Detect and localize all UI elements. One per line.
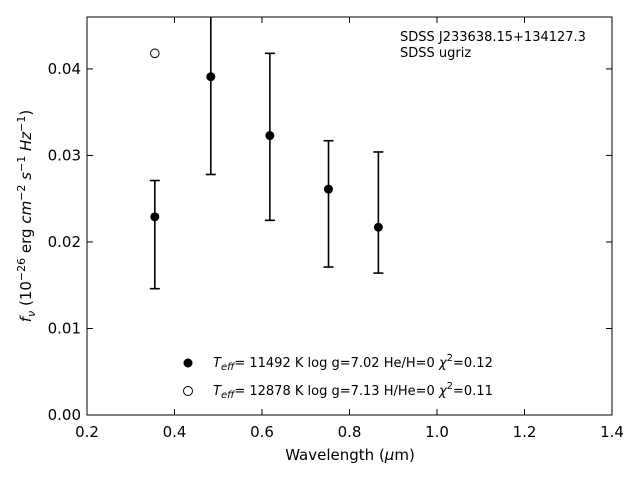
model-point-open — [150, 48, 160, 59]
y-tick-label: 0.03 — [48, 146, 81, 164]
y-ticks: 0.00 0.01 0.02 0.03 0.04 — [48, 60, 612, 424]
legend: Teff= 11492 K log g=7.02 He/H=0 χ2=0.12 … — [183, 353, 493, 401]
x-tick-label: 0.2 — [75, 423, 99, 441]
data-points — [150, 48, 383, 232]
x-tick-label: 1.4 — [600, 423, 624, 441]
observed-point — [150, 212, 160, 222]
x-tick-label: 0.4 — [163, 423, 187, 441]
observed-point — [206, 72, 216, 82]
observed-point — [373, 222, 383, 232]
x-tick-label: 0.8 — [338, 423, 362, 441]
x-tick-label: 1.2 — [513, 423, 537, 441]
x-axis-label: Wavelength (μm) — [285, 446, 415, 464]
object-name: SDSS J233638.15+134127.3 — [400, 30, 586, 45]
y-tick-label: 0.02 — [48, 233, 81, 251]
svg-text:fν (10−26 erg cm−2 s−1 Hz−1): fν (10−26 erg cm−2 s−1 Hz−1) — [15, 110, 38, 323]
filter-set: SDSS ugriz — [400, 46, 471, 61]
observed-point — [265, 131, 275, 141]
y-axis-label: fν (10−26 erg cm−2 s−1 Hz−1) — [15, 110, 38, 323]
x-tick-label: 1.0 — [425, 423, 449, 441]
y-tick-label: 0.00 — [48, 406, 81, 424]
legend-marker-filled — [183, 358, 193, 368]
observed-point — [324, 184, 333, 194]
y-tick-label: 0.01 — [48, 319, 81, 337]
legend-entry-1: Teff= 11492 K log g=7.02 He/H=0 χ2=0.12 — [213, 353, 493, 373]
plot-area — [86, 16, 613, 416]
legend-entry-2: Teff= 12878 K log g=7.13 H/He=0 χ2=0.11 — [213, 381, 493, 401]
x-tick-label: 0.6 — [250, 423, 274, 441]
legend-marker-open — [183, 386, 193, 396]
x-ticks: 0.2 0.4 0.6 0.8 1.0 1.2 1.4 — [75, 17, 624, 441]
y-tick-label: 0.04 — [48, 60, 81, 78]
